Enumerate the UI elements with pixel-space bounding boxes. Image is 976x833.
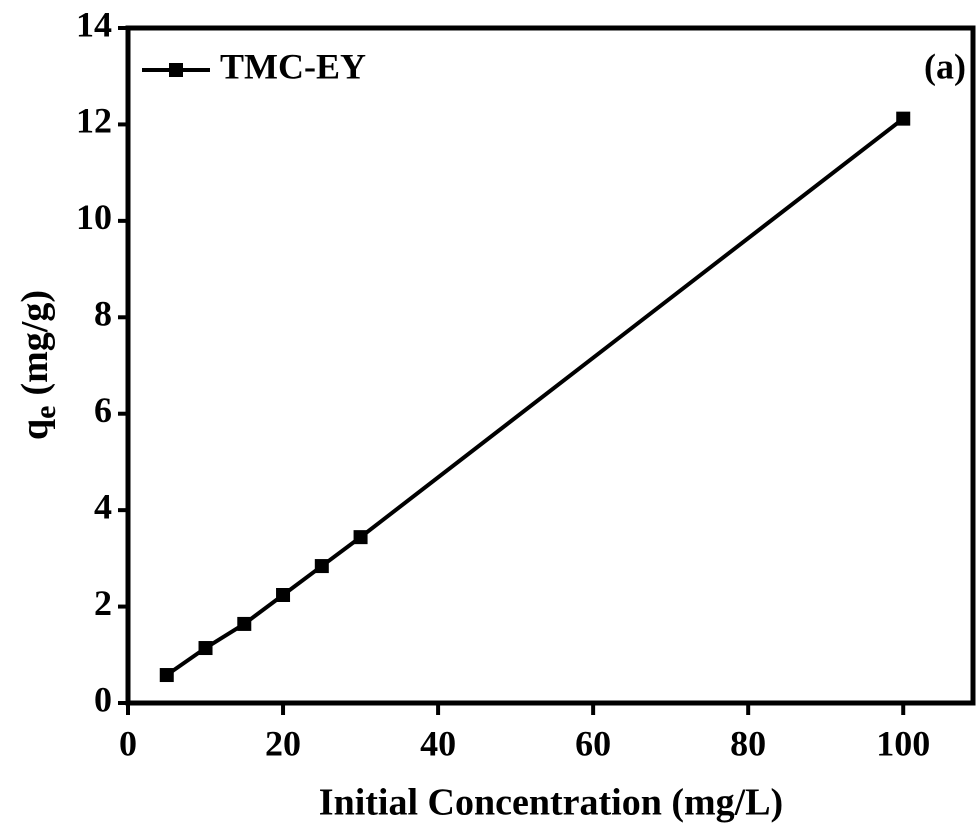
x-tick-label: 100 (876, 723, 930, 763)
x-tick-label: 80 (730, 723, 766, 763)
data-point (353, 530, 368, 545)
data-point (896, 111, 911, 126)
x-tick-label: 60 (575, 723, 611, 763)
data-point (276, 588, 291, 602)
data-point (198, 641, 213, 656)
y-axis-title-sub: e (29, 406, 62, 419)
data-point (314, 559, 329, 574)
y-tick-label: 2 (94, 583, 112, 623)
annotation: (a) (924, 46, 966, 86)
y-axis-title-main: q (14, 419, 56, 440)
x-tick-label: 0 (119, 723, 137, 763)
y-tick-label: 14 (76, 4, 112, 44)
y-tick-label: 10 (76, 197, 112, 237)
y-tick-label: 12 (76, 101, 112, 141)
plot-frame (125, 25, 976, 706)
y-axis-title-rest: (mg/g) (14, 290, 56, 396)
x-tick-label: 40 (420, 723, 456, 763)
legend-label: TMC-EY (220, 46, 366, 86)
data-point (237, 616, 252, 631)
y-tick-label: 4 (94, 486, 112, 526)
y-axis-title: qe (mg/g) (14, 290, 62, 440)
legend-marker (169, 63, 183, 77)
y-tick-label: 6 (94, 390, 112, 430)
x-axis-title: Initial Concentration (mg/L) (319, 782, 783, 824)
data-point (159, 668, 174, 683)
y-tick-label: 0 (94, 679, 112, 719)
y-tick-label: 8 (94, 294, 112, 334)
x-tick-label: 20 (265, 723, 301, 763)
